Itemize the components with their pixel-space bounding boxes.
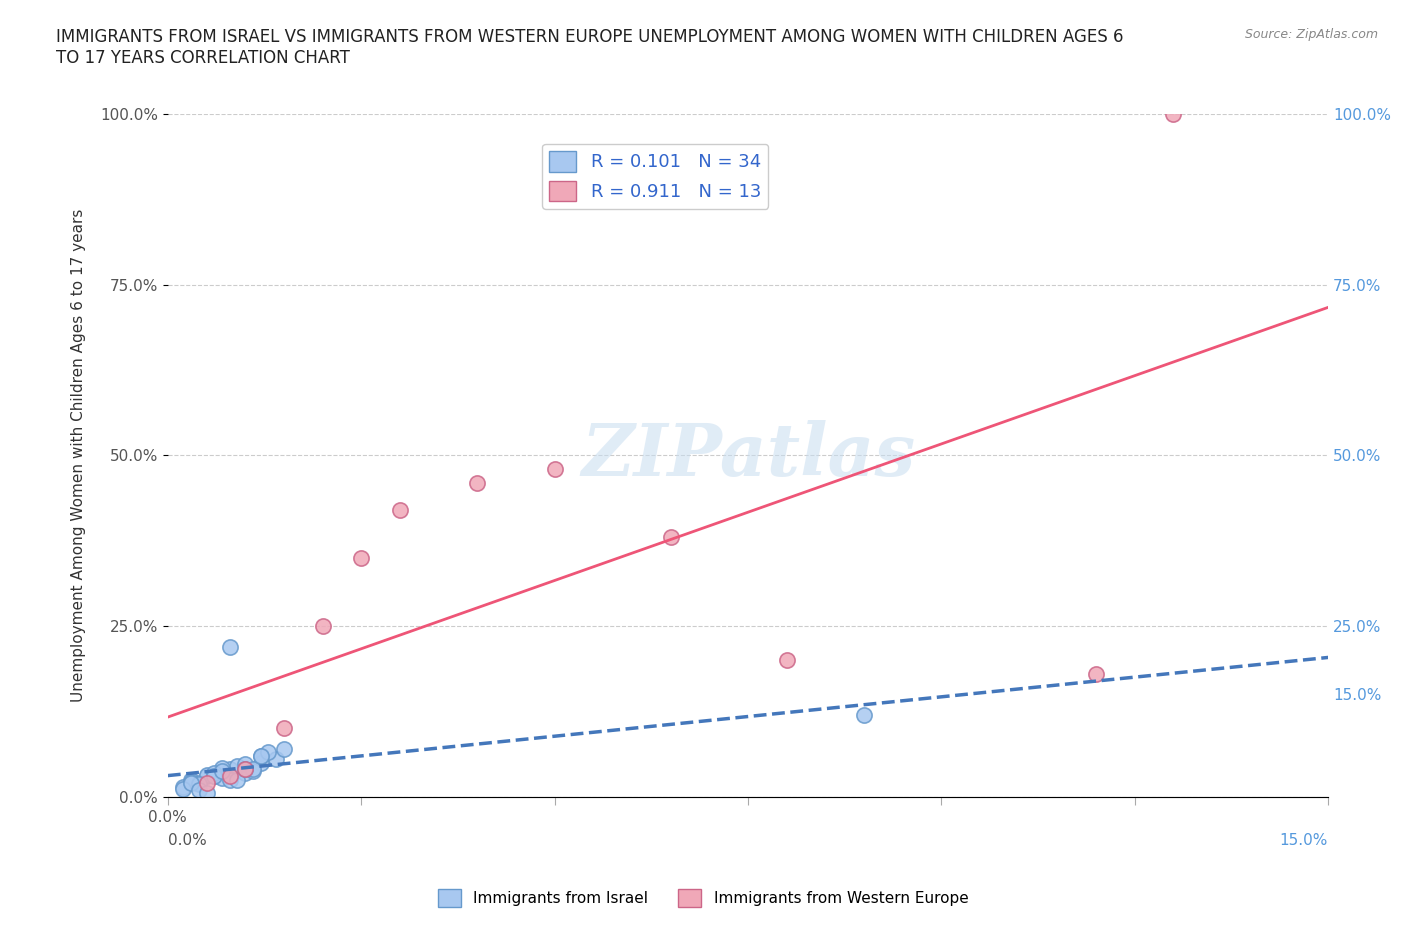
Point [853,708,876,723]
Point [187,776,209,790]
Text: IMMIGRANTS FROM ISRAEL VS IMMIGRANTS FROM WESTERN EUROPE UNEMPLOYMENT AMONG WOME: IMMIGRANTS FROM ISRAEL VS IMMIGRANTS FRO… [56,28,1123,67]
Point [233,765,256,780]
Point [242,762,264,777]
Point [465,475,488,490]
Point [273,721,295,736]
Point [202,769,225,784]
Text: 0.0%: 0.0% [167,832,207,847]
Point [195,786,218,801]
Point [195,776,218,790]
Point [218,769,240,784]
Point [218,762,240,777]
Point [388,502,411,517]
Point [211,764,233,778]
Point [233,762,256,777]
Point [242,764,264,778]
Point [273,741,295,756]
Text: Source: ZipAtlas.com: Source: ZipAtlas.com [1244,28,1378,41]
Point [211,770,233,785]
Text: ZIPatlas: ZIPatlas [581,419,915,491]
Point [172,781,194,796]
Point [264,751,287,766]
Point [180,776,202,790]
Legend: Immigrants from Israel, Immigrants from Western Europe: Immigrants from Israel, Immigrants from … [432,884,974,913]
Text: 15.0%: 15.0% [1279,832,1329,847]
Point [187,782,209,797]
Point [1163,107,1185,122]
Point [180,772,202,787]
Point [776,653,799,668]
Point [249,755,271,770]
Point [172,779,194,794]
Point [350,551,373,565]
Point [180,775,202,790]
Point [233,757,256,772]
Point [187,777,209,792]
Point [218,772,240,787]
Point [211,761,233,776]
Point [659,530,682,545]
Point [202,765,225,780]
Point [543,461,565,476]
Point [195,767,218,782]
Point [257,745,280,760]
Point [195,769,218,784]
Point [1085,667,1108,682]
Legend: R = 0.101   N = 34, R = 0.911   N = 13: R = 0.101 N = 34, R = 0.911 N = 13 [541,143,768,208]
Point [249,749,271,764]
Point [249,749,271,764]
Point [202,769,225,784]
Y-axis label: Unemployment Among Women with Children Ages 6 to 17 years: Unemployment Among Women with Children A… [72,208,86,702]
Point [218,639,240,654]
Point [233,762,256,777]
Point [311,618,333,633]
Point [226,772,249,787]
Point [226,759,249,774]
